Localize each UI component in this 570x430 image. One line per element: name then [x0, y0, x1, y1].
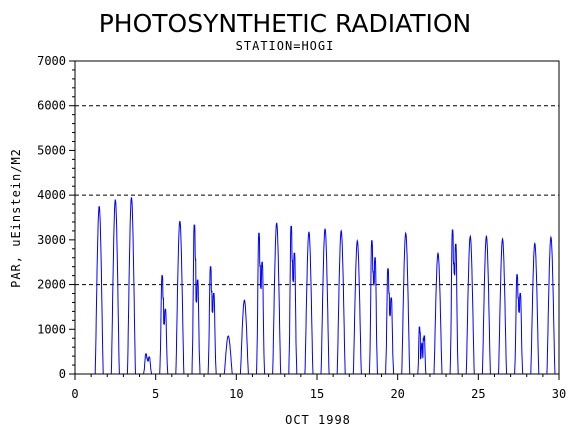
chart-title: PHOTOSYNTHETIC RADIATION — [99, 9, 472, 38]
plot-frame — [74, 60, 560, 375]
chart-subtitle: STATION=HOGI — [236, 39, 335, 53]
x-tick-label: 25 — [471, 387, 485, 401]
y-tick-label: 6000 — [37, 99, 66, 113]
y-tick-label: 5000 — [37, 143, 66, 157]
x-tick-label: 0 — [71, 387, 78, 401]
y-tick-label: 7000 — [37, 54, 66, 68]
y-tick-label: 0 — [59, 367, 66, 381]
y-tick-label: 1000 — [37, 322, 66, 336]
x-tick-label: 10 — [229, 387, 243, 401]
y-axis: 0 1000 2000 3000 4000 5000 6000 7000 — [37, 54, 75, 381]
y-tick-label: 2000 — [37, 278, 66, 292]
x-axis-label: OCT 1998 — [285, 413, 351, 427]
x-axis: 0 5 10 15 20 25 30 — [71, 374, 566, 401]
x-tick-label: 20 — [390, 387, 404, 401]
y-axis-label: PAR, uEinstein/M2 — [9, 148, 23, 288]
par-series-line — [91, 197, 559, 375]
x-tick-label: 5 — [152, 387, 159, 401]
y-tick-label: 3000 — [37, 233, 66, 247]
x-tick-label: 30 — [552, 387, 566, 401]
x-tick-label: 15 — [310, 387, 324, 401]
y-tick-label: 4000 — [37, 188, 66, 202]
reference-lines — [75, 105, 559, 286]
